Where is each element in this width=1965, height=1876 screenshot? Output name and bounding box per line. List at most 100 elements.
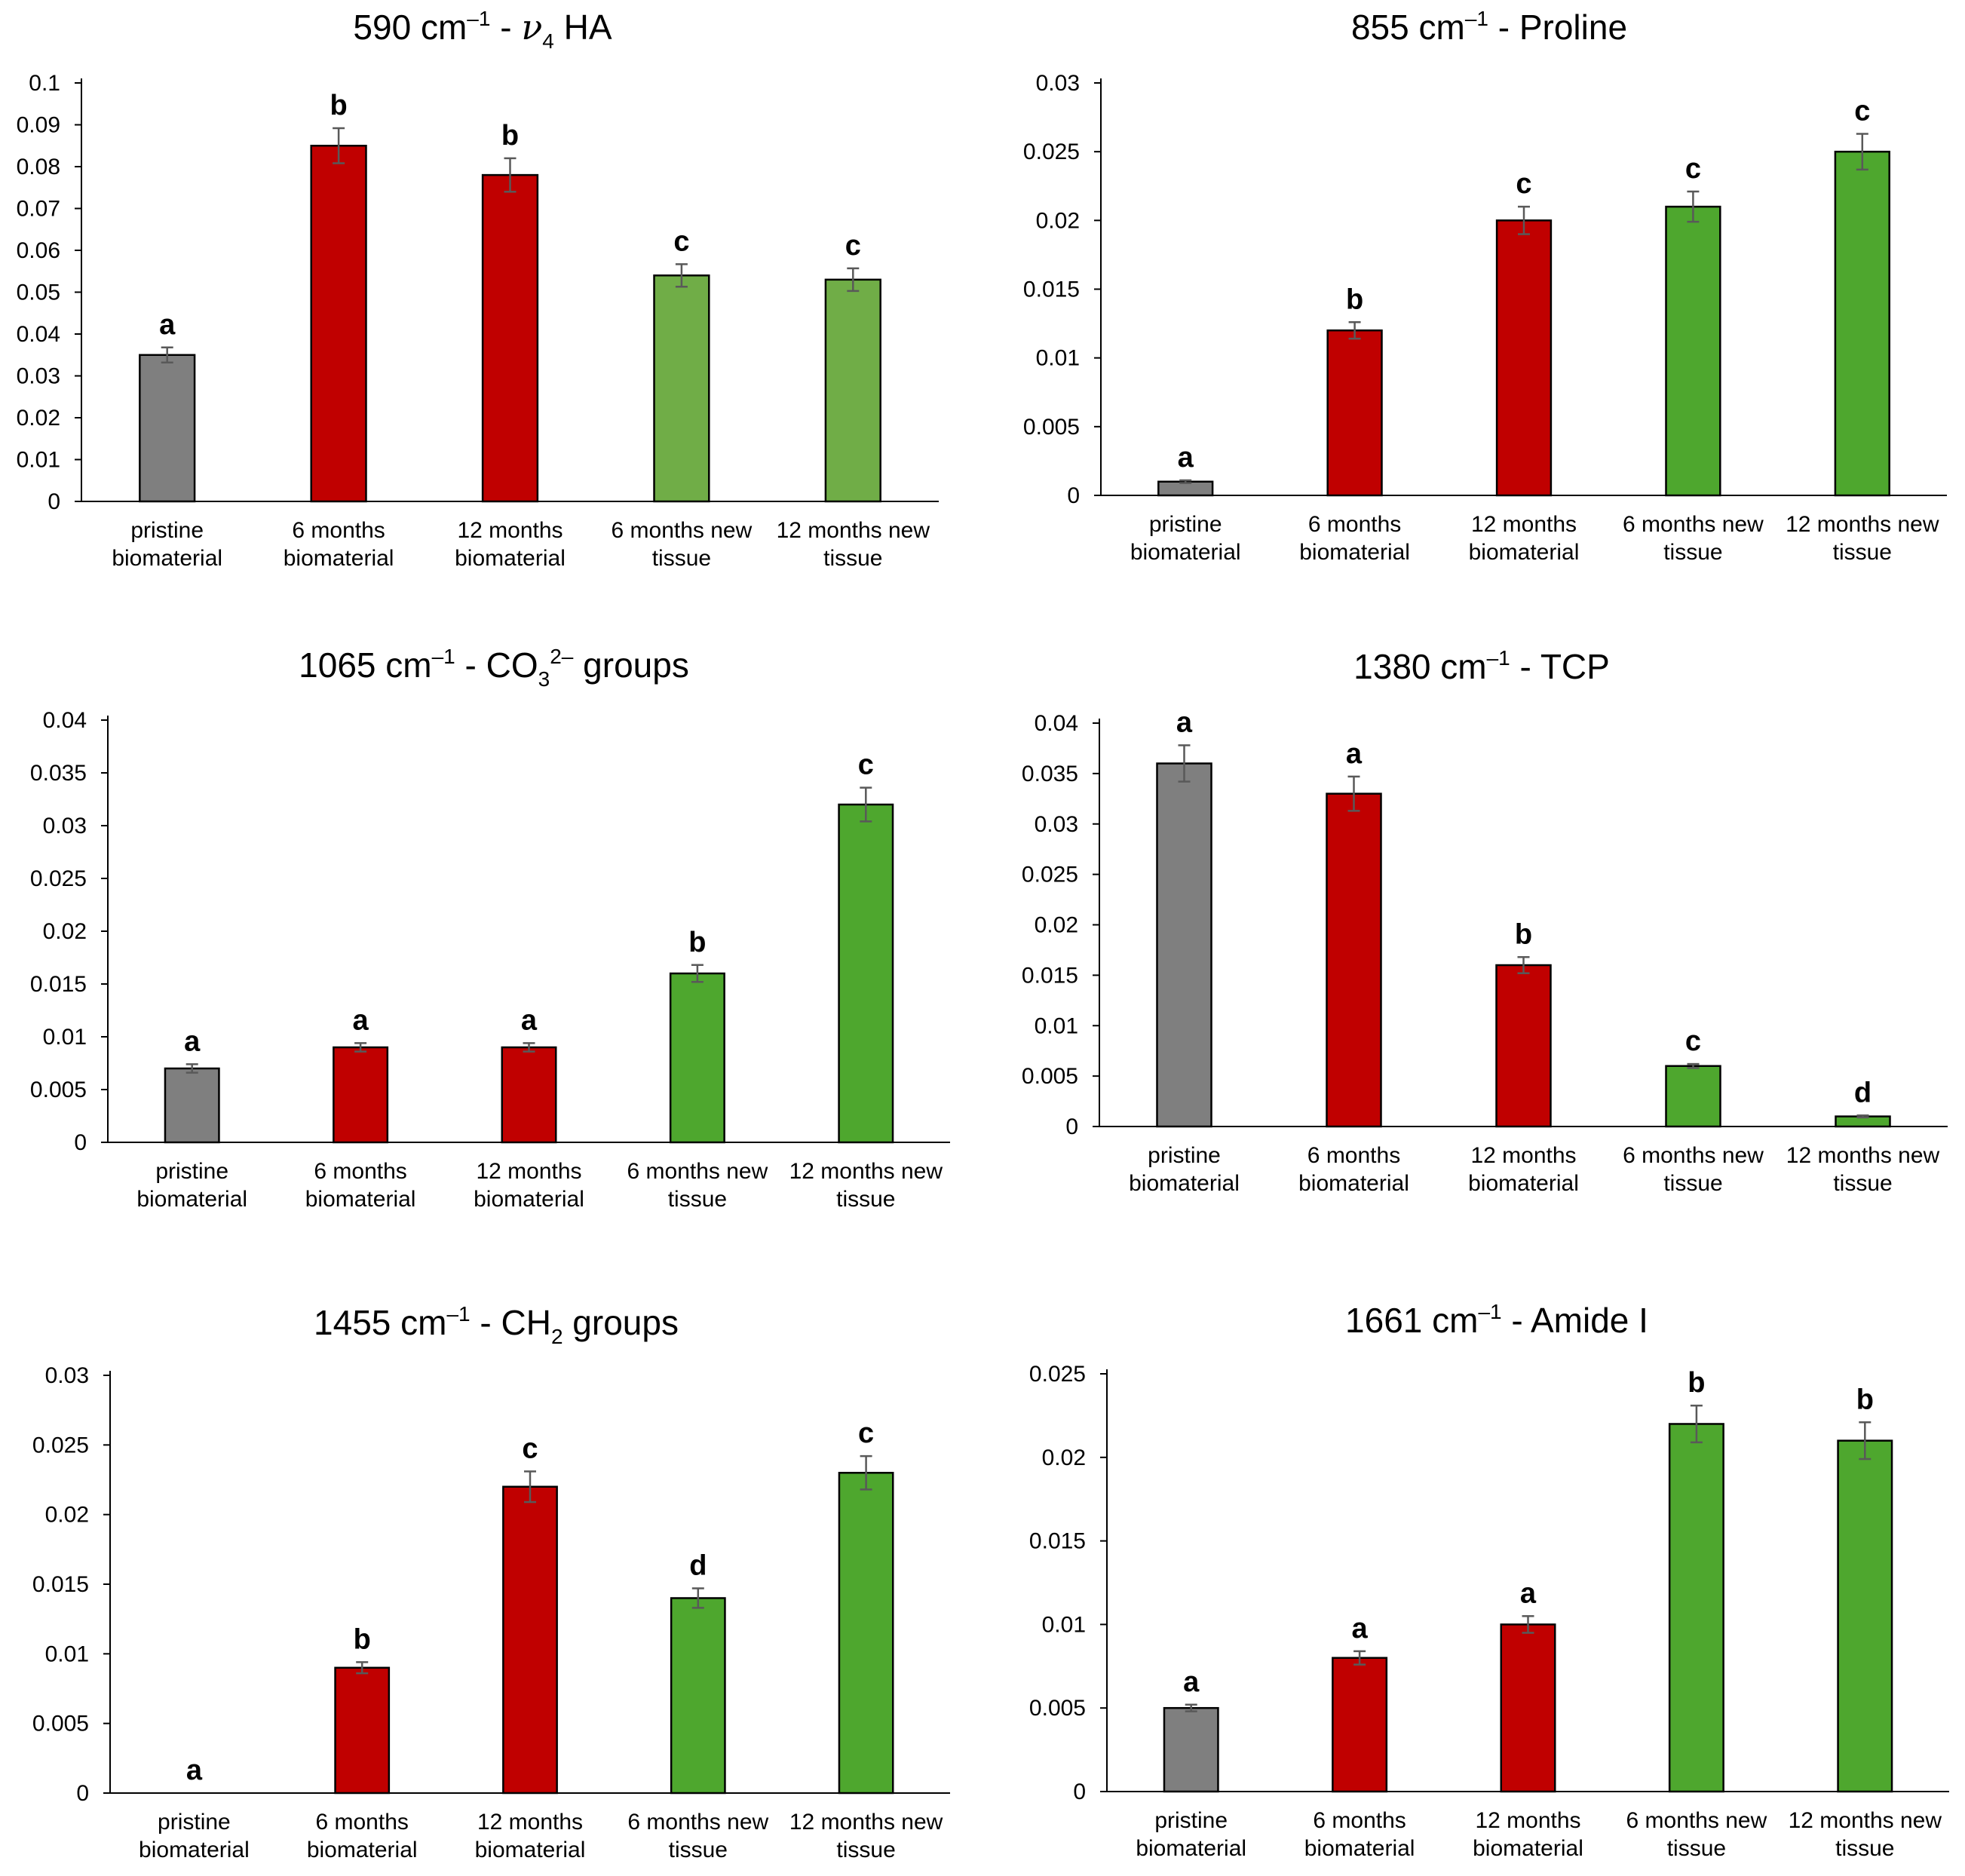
x-category-label: biomaterial (1468, 1171, 1579, 1196)
x-category-label: 12 months (477, 1810, 583, 1835)
x-category-label: biomaterial (305, 1187, 416, 1212)
significance-letter: c (522, 1433, 538, 1464)
bar (1665, 1065, 1721, 1128)
significance-letter: c (858, 1418, 874, 1449)
y-tick-label: 0.015 (32, 1572, 89, 1597)
y-tick-label: 0.01 (17, 448, 60, 473)
y-tick-label: 0.01 (43, 1025, 87, 1050)
x-category-label: pristine (1148, 1143, 1221, 1168)
x-category-label: biomaterial (1130, 540, 1241, 565)
y-tick-label: 0 (1065, 1114, 1078, 1139)
title-subscript: 3 (538, 667, 550, 691)
bar (1495, 219, 1553, 497)
y-tick-label: 0.03 (45, 1363, 89, 1388)
bar (139, 354, 196, 503)
y-tick-label: 0.005 (30, 1077, 87, 1102)
x-category-label: 12 months new (789, 1159, 943, 1184)
significance-letter: c (1516, 168, 1531, 200)
x-category-label: 12 months new (777, 518, 930, 543)
significance-letter: b (330, 90, 347, 121)
significance-letter: a (159, 309, 176, 341)
y-tick-label: 0.09 (17, 113, 60, 138)
y-tick-label: 0.02 (17, 406, 60, 431)
bar (1837, 1439, 1893, 1793)
chart-title: 590 cm–1 - ν4 HA (353, 7, 612, 53)
bar (653, 274, 710, 503)
title-superscript: –1 (1465, 7, 1488, 30)
bar (1163, 1706, 1219, 1793)
title-text: - Amide I (1502, 1301, 1648, 1340)
significance-letter: a (184, 1025, 201, 1057)
x-category-label: tissue (836, 1187, 895, 1212)
y-tick-label: 0.025 (1029, 1362, 1086, 1387)
significance-letter: d (1854, 1077, 1872, 1108)
title-greek: ν (521, 7, 542, 48)
x-category-label: biomaterial (139, 1838, 250, 1862)
bar (838, 1472, 894, 1795)
title-text: 1661 cm (1345, 1301, 1478, 1340)
y-tick-label: 0.02 (1042, 1445, 1086, 1470)
title-text: groups (563, 1303, 679, 1342)
y-tick-label: 0.04 (43, 708, 87, 733)
y-tick-label: 0.01 (1036, 346, 1080, 371)
x-category-label: 6 months new (612, 518, 753, 543)
chart-title: 1380 cm–1 - TCP (1353, 646, 1610, 686)
x-category-label: 6 months new (1626, 1808, 1767, 1833)
x-category-label: tissue (1663, 1171, 1722, 1196)
significance-letter: c (1854, 95, 1870, 127)
x-category-label: 6 months (314, 1159, 406, 1184)
chart-title: 1065 cm–1 - CO32– groups (299, 645, 689, 691)
x-category-label: tissue (836, 1838, 895, 1862)
x-category-label: 6 months new (627, 1159, 768, 1184)
title-text: 1380 cm (1353, 647, 1486, 686)
significance-letter: b (1515, 918, 1532, 950)
y-tick-label: 0.01 (45, 1642, 89, 1666)
y-tick-label: 0.025 (32, 1433, 89, 1458)
x-category-label: 6 months new (1623, 512, 1764, 537)
y-tick-label: 0.07 (17, 197, 60, 222)
chart-panel: 855 cm–1 - Proline 0 0.005 0.01 0.015 0.02 0.0… (1023, 7, 1947, 565)
y-tick-label: 0.03 (17, 364, 60, 389)
bar (1156, 762, 1212, 1128)
y-tick-label: 0.01 (1042, 1612, 1086, 1637)
bar (310, 145, 367, 503)
y-tick-label: 0.015 (30, 972, 87, 997)
y-tick-label: 0.02 (45, 1503, 89, 1528)
x-category-label: tissue (823, 546, 882, 571)
x-category-label: biomaterial (284, 546, 394, 571)
y-tick-label: 0.02 (1035, 913, 1078, 938)
y-tick-label: 0.005 (1023, 415, 1080, 440)
x-category-label: tissue (668, 1187, 727, 1212)
title-subscript: 4 (542, 29, 554, 53)
title-text: - CO (455, 645, 538, 685)
y-tick-label: 0.005 (1029, 1696, 1086, 1721)
x-category-label: 12 months new (1786, 512, 1939, 537)
x-category-label: 12 months (457, 518, 563, 543)
y-tick-label: 0.005 (1022, 1064, 1078, 1089)
significance-letter: b (688, 927, 706, 958)
y-tick-label: 0.005 (32, 1712, 89, 1737)
title-text: - CH (471, 1303, 551, 1342)
title-text: 590 cm (353, 8, 467, 47)
significance-letter: a (1352, 1613, 1369, 1645)
bar (164, 1067, 220, 1144)
bar (481, 173, 539, 503)
x-category-label: 12 months (1470, 1143, 1576, 1168)
chart-title: 1661 cm–1 - Amide I (1345, 1300, 1648, 1340)
bar (838, 803, 894, 1144)
y-tick-label: 0.025 (1023, 139, 1080, 164)
significance-letter: b (1688, 1367, 1705, 1399)
x-category-label: 6 months new (1623, 1143, 1764, 1168)
significance-letter: a (521, 1004, 538, 1036)
chart-panel: 1455 cm–1 - CH2 groups 0 0.005 0.01 0.015 0.0… (32, 1302, 950, 1862)
y-tick-label: 0.08 (17, 155, 60, 179)
x-category-label: tissue (1833, 540, 1892, 565)
x-category-label: biomaterial (1298, 1171, 1409, 1196)
significance-letter: a (1183, 1666, 1200, 1698)
x-category-label: 12 months (1471, 512, 1577, 537)
chart-title: 855 cm–1 - Proline (1351, 7, 1627, 47)
x-category-label: tissue (1833, 1171, 1892, 1196)
x-category-label: 6 months (1313, 1808, 1406, 1833)
title-text: 1065 cm (299, 645, 431, 685)
